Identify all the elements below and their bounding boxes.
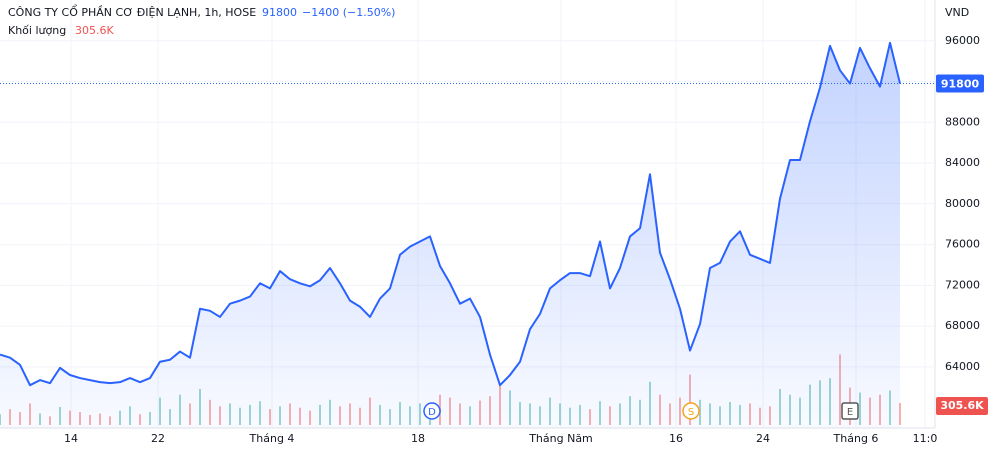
x-tick-label: 18 [411, 432, 425, 445]
price-line [0, 41, 901, 387]
area-fill [0, 42, 900, 429]
y-tick-label: 64000 [945, 360, 980, 373]
x-tick-label: Tháng 4 [249, 432, 295, 445]
event-marker [423, 402, 441, 420]
y-tick-label: 80000 [945, 197, 980, 210]
event-label: S [688, 407, 694, 418]
currency: VND [945, 6, 969, 19]
x-tick-label: 24 [756, 432, 770, 445]
price-label-box [936, 74, 984, 93]
event-marker [682, 402, 700, 420]
symbol: CÔNG TY CỔ PHẦN CƠ ĐIỆN LẠNH, 1h, HOSE [8, 4, 256, 19]
event-label: E [847, 407, 853, 418]
x-tick-label: Tháng 6 [833, 432, 879, 445]
x-tick-label: 22 [151, 432, 165, 445]
volume-label-box [936, 396, 988, 415]
event-marker [841, 402, 859, 420]
x-tick-label: 14 [64, 432, 78, 445]
event-label: D [428, 407, 436, 418]
y-tick-label: 88000 [945, 115, 980, 128]
x-tick-label: Tháng Năm [528, 432, 593, 445]
change: −1400 (−1.50%) [302, 6, 395, 19]
x-tick-label: 16 [669, 432, 683, 445]
x-tick-label: 11:0 [913, 432, 938, 445]
y-tick-label: 68000 [945, 319, 980, 332]
y-tick-label: 72000 [945, 278, 980, 291]
y-tick-label: 76000 [945, 238, 980, 251]
price-label: 91800 [941, 78, 980, 91]
y-tick-label: 96000 [945, 34, 980, 47]
volume-value: 305.6K [75, 24, 114, 37]
price: 91800 [262, 6, 297, 19]
volume-label: Khối lượng [8, 24, 66, 37]
y-tick-label: 84000 [945, 156, 980, 169]
volume-label: 305.6K [940, 399, 984, 412]
